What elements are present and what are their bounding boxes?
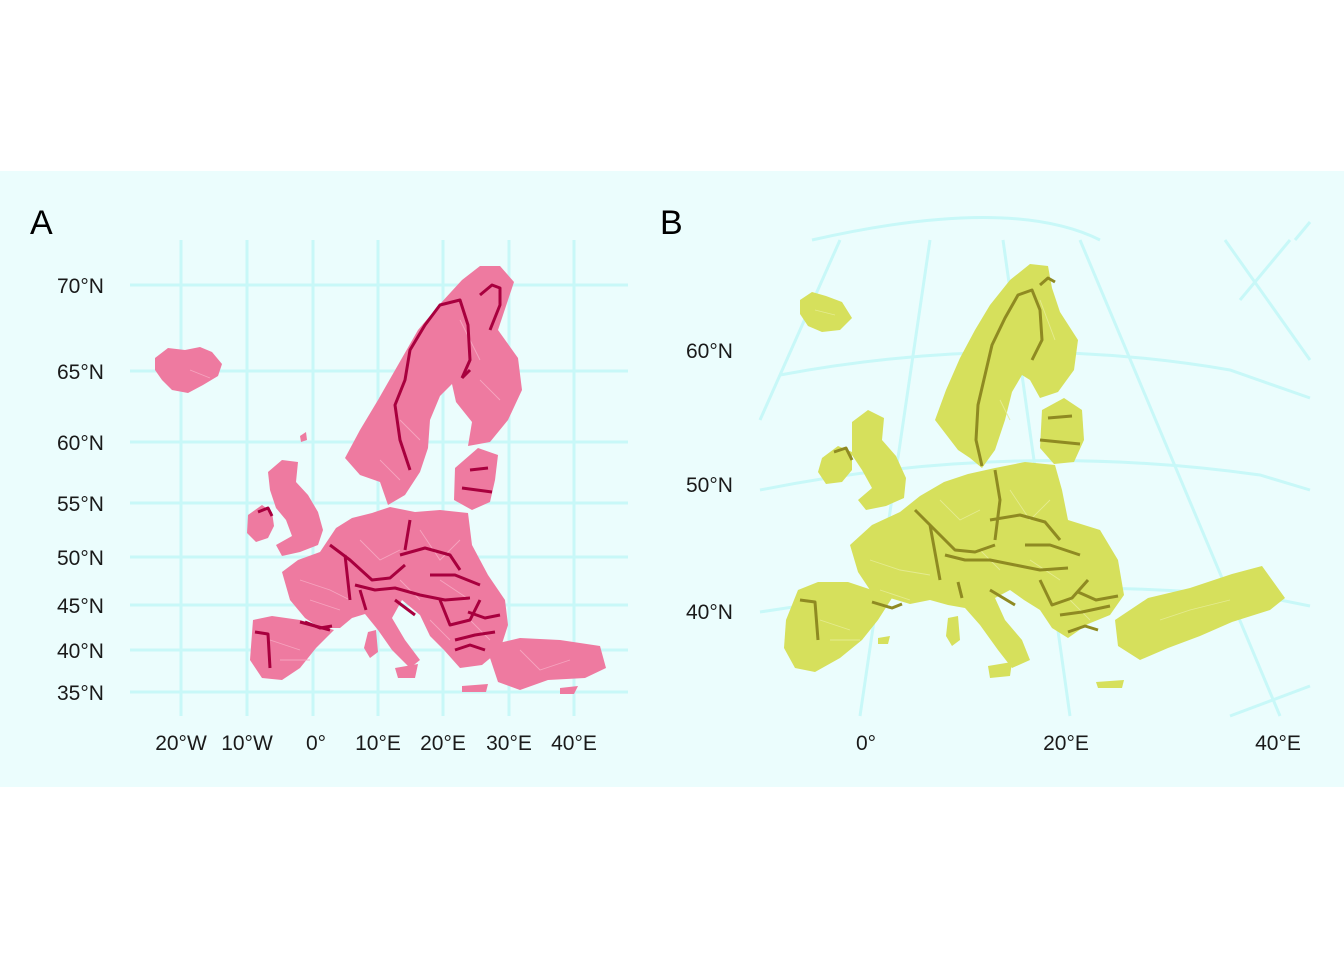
sicily <box>395 664 418 678</box>
iceland <box>155 347 222 393</box>
baltic-states <box>1040 398 1084 464</box>
sweden-finland-border <box>1039 276 1056 287</box>
great-britain <box>268 460 323 556</box>
lat-tick-60n: 60°N <box>57 432 104 455</box>
turkey <box>1115 566 1285 660</box>
ireland-uk-border <box>833 446 854 461</box>
lon-tick-20e: 20°E <box>1043 732 1089 755</box>
balkan-borders <box>1067 590 1119 634</box>
lat-tick-40n: 40°N <box>686 601 733 624</box>
baltic-borders <box>1039 414 1081 446</box>
lon-tick-0: 0° <box>306 732 326 755</box>
lon-tick-40e: 40°E <box>551 732 597 755</box>
ireland-uk-border <box>257 506 274 517</box>
panel-b-longitude-ticks: 0° 20°E 40°E <box>856 732 1301 755</box>
lon-tick-0: 0° <box>856 732 876 755</box>
panel-a-latitude-ticks: 70°N 65°N 60°N 55°N 50°N 45°N 40°N 35°N <box>57 275 104 705</box>
iberia <box>784 582 892 672</box>
ireland <box>818 446 852 484</box>
plot-background <box>0 171 1344 787</box>
crete <box>1096 680 1124 688</box>
lat-tick-50n: 50°N <box>686 474 733 497</box>
baltic-states <box>454 448 498 510</box>
lat-tick-70n: 70°N <box>57 275 104 298</box>
panel-a-longitude-ticks: 20°W 10°W 0° 10°E 20°E 30°E 40°E <box>155 732 597 755</box>
lat-tick-65n: 65°N <box>57 361 104 384</box>
turkey <box>486 638 606 690</box>
lat-tick-35n: 35°N <box>57 682 104 705</box>
panel-a-country-borders <box>254 283 502 669</box>
lon-tick-40e: 40°E <box>1255 732 1301 755</box>
sicily <box>988 662 1012 678</box>
continental-borders <box>799 469 1111 641</box>
pyrenees-border <box>299 620 331 632</box>
great-britain <box>852 410 906 510</box>
lon-tick-10w: 10°W <box>221 732 273 755</box>
svalbard-fragment <box>300 432 307 442</box>
iceland <box>800 292 852 332</box>
fennoscandia <box>345 266 522 505</box>
corsica-sardinia <box>946 616 960 646</box>
lat-tick-55n: 55°N <box>57 493 104 516</box>
lon-tick-20e: 20°E <box>420 732 466 755</box>
lon-tick-30e: 30°E <box>486 732 532 755</box>
panel-a-label: A <box>30 204 53 242</box>
baltic-borders <box>461 466 493 494</box>
sardinia <box>364 630 378 658</box>
lon-tick-20w: 20°W <box>155 732 207 755</box>
balearics <box>878 636 890 644</box>
panel-b-latitude-ticks: 60°N 50°N 40°N <box>686 340 733 624</box>
panel-b-label: B <box>660 204 683 242</box>
lat-tick-40n: 40°N <box>57 640 104 663</box>
lon-tick-10e: 10°E <box>355 732 401 755</box>
sweden-norway-border <box>974 288 1044 467</box>
panel-a-map: A 70°N 65°N 60°N 55°N 50°N 45°N 40°N 35°… <box>30 204 628 755</box>
sweden-norway-border <box>393 298 472 471</box>
crete <box>462 684 488 692</box>
lat-tick-60n: 60°N <box>686 340 733 363</box>
lat-tick-45n: 45°N <box>57 595 104 618</box>
sweden-finland-border <box>460 283 502 380</box>
lat-tick-50n: 50°N <box>57 547 104 570</box>
cyprus <box>560 686 578 694</box>
ireland <box>247 505 274 542</box>
fennoscandia <box>935 264 1078 468</box>
panel-b-country-borders <box>799 276 1119 641</box>
panel-b-map: B 60°N 50°N 40°N 0° 20°E 40°E <box>660 204 1312 755</box>
balkan-borders <box>454 610 501 652</box>
